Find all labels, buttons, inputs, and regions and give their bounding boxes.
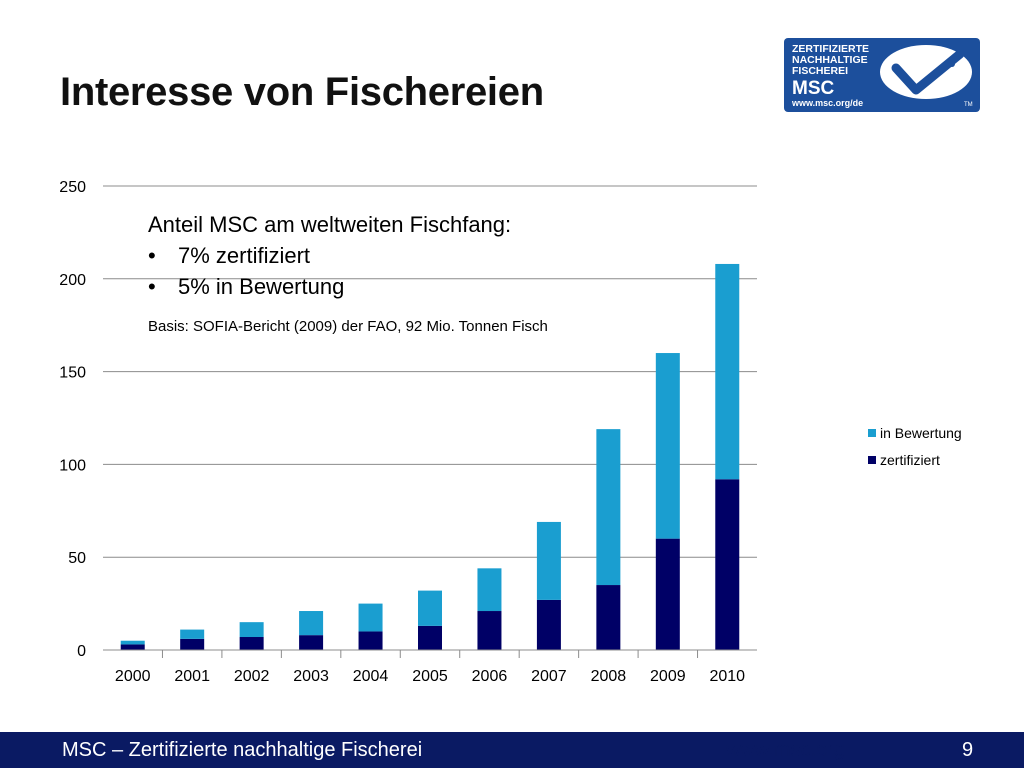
bar-zertifiziert: [299, 635, 324, 650]
bar-zertifiziert: [655, 538, 680, 650]
logo-line-3: FISCHEREI: [792, 65, 848, 77]
bar-in-bewertung: [358, 603, 383, 632]
bar-zertifiziert: [180, 638, 205, 650]
annotation-heading: Anteil MSC am weltweiten Fischfang:: [148, 212, 512, 237]
x-tick-label: 2002: [234, 668, 270, 685]
annotation-note: Basis: SOFIA-Bericht (2009) der FAO, 92 …: [148, 318, 548, 335]
legend-label: in Bewertung: [880, 425, 962, 441]
logo-brand: MSC: [792, 78, 835, 99]
bar-zertifiziert: [477, 611, 502, 650]
bar-in-bewertung: [477, 568, 502, 612]
bar-in-bewertung: [715, 263, 740, 480]
bullet-text: 5% in Bewertung: [178, 274, 345, 299]
bullet-symbol: •: [148, 274, 156, 299]
annotation-bullet: • 5% in Bewertung: [148, 274, 688, 300]
y-tick-label: 0: [77, 643, 86, 660]
x-tick-label: 2006: [472, 668, 508, 685]
x-axis-ticks: 2000 2001 2002 2003 2004 2005 2006 2007 2008 2009…: [103, 649, 757, 685]
logo-line-2: NACHHALTIGE: [792, 54, 868, 66]
bar-zertifiziert: [418, 625, 442, 650]
logo-checkmark: [891, 49, 965, 95]
x-tick-label: 2010: [709, 668, 745, 685]
bar-in-bewertung: [418, 590, 442, 626]
bar-in-bewertung: [180, 629, 205, 639]
x-tick-label: 2008: [591, 668, 627, 685]
x-tick-label: 2003: [293, 668, 329, 685]
logo-url: www.msc.org/de: [791, 98, 863, 108]
x-tick-label: 2009: [650, 668, 686, 685]
bar-zertifiziert: [358, 631, 383, 650]
annotation-bullet: • 7% zertifiziert: [148, 243, 688, 269]
logo-trademark: TM: [964, 102, 973, 108]
chart-annotation: Anteil MSC am weltweiten Fischfang: • 7%…: [148, 212, 688, 335]
bar-in-bewertung: [536, 521, 561, 600]
bar-in-bewertung: [299, 611, 324, 636]
bullet-symbol: •: [148, 243, 156, 268]
logo-fish-eye: [949, 61, 955, 67]
msc-logo: ZERTIFIZIERTE NACHHALTIGE FISCHEREI MSC …: [784, 38, 980, 112]
x-tick-label: 2004: [353, 668, 389, 685]
slide-title: Interesse von Fischereien: [60, 70, 544, 114]
legend-swatch: [868, 429, 876, 437]
y-tick-label: 100: [59, 457, 86, 474]
legend-swatch: [868, 456, 876, 464]
bar-zertifiziert: [120, 644, 145, 650]
bar-in-bewertung: [239, 622, 264, 638]
stacked-bar-chart: 0 50 100 150 200 250 2000 2001 2002 2003 2004 2005…: [59, 179, 962, 685]
y-tick-label: 150: [59, 365, 86, 382]
y-tick-label: 50: [68, 550, 86, 567]
bar-zertifiziert: [596, 585, 621, 650]
x-tick-label: 2000: [115, 668, 151, 685]
bullet-text: 7% zertifiziert: [178, 243, 311, 268]
bar-zertifiziert: [239, 637, 264, 650]
footer-title: MSC – Zertifizierte nachhaltige Fischere…: [62, 739, 423, 761]
legend: in Bewertung zertifiziert: [868, 425, 962, 468]
bar-zertifiziert: [536, 599, 561, 650]
bar-in-bewertung: [655, 353, 680, 539]
bar-in-bewertung: [120, 640, 145, 645]
bar-zertifiziert: [715, 479, 740, 650]
page-number: 9: [962, 739, 974, 761]
footer-link[interactable]: www.msc.org: [726, 739, 845, 761]
y-tick-label: 250: [59, 179, 86, 196]
legend-label: zertifiziert: [880, 452, 940, 468]
x-tick-label: 2007: [531, 668, 567, 685]
logo-line-1: ZERTIFIZIERTE: [792, 43, 869, 55]
footer-bar: MSC – Zertifizierte nachhaltige Fischere…: [0, 732, 1024, 768]
bars: [120, 263, 740, 650]
x-tick-label: 2005: [412, 668, 448, 685]
y-tick-label: 200: [59, 272, 86, 289]
bar-in-bewertung: [596, 429, 621, 586]
x-tick-label: 2001: [174, 668, 210, 685]
y-axis-ticks: 0 50 100 150 200 250: [59, 179, 86, 660]
